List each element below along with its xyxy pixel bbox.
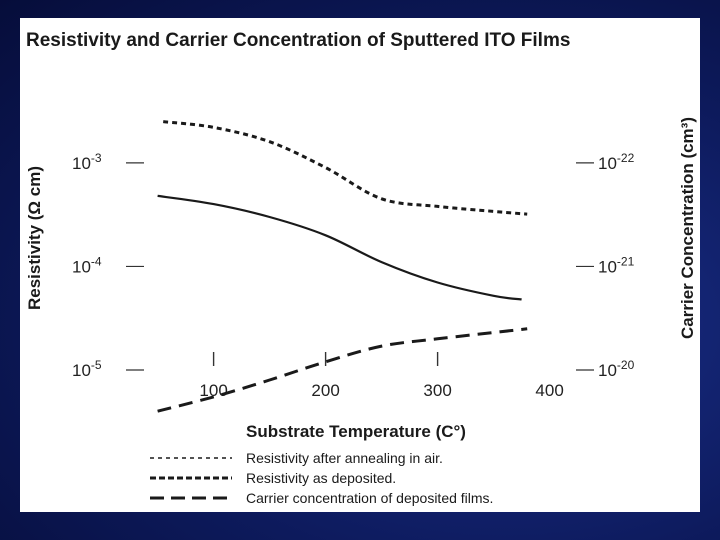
legend: Resistivity after annealing in air. Resis… [150, 450, 493, 506]
legend-label: Resistivity as deposited. [246, 470, 396, 486]
x-axis-label: Substrate Temperature (C°) [246, 422, 466, 441]
y-right-tick-label: 10-21 [598, 254, 635, 276]
legend-label: Resistivity after annealing in air. [246, 450, 443, 466]
legend-label: Carrier concentration of deposited films… [246, 490, 493, 506]
x-tick-label: 100 [199, 381, 227, 400]
y-axis-left-label: Resistivity (Ω cm) [25, 166, 44, 310]
x-tick-label: 200 [311, 381, 339, 400]
y-left-tick-label: 10-3 [72, 151, 102, 173]
chart-title: Resistivity and Carrier Concentration of… [26, 30, 570, 51]
series-line-3 [157, 327, 528, 413]
y-right-tick-label: 10-20 [598, 358, 635, 380]
x-tick-label: 400 [535, 381, 563, 400]
series-line-1 [157, 194, 522, 301]
y-left-tick-label: 10-4 [72, 254, 102, 276]
y-left-tick-label: 10-5 [72, 358, 102, 380]
slide-panel: Resistivity and Carrier Concentration of… [20, 18, 700, 512]
y-axis-right-label: Carrier Concentration (cm³) [678, 117, 697, 339]
series-line-2 [163, 120, 528, 216]
chart: Resistivity and Carrier Concentration of… [25, 30, 697, 506]
y-right-tick-label: 10-22 [598, 151, 635, 173]
x-tick-label: 300 [423, 381, 451, 400]
